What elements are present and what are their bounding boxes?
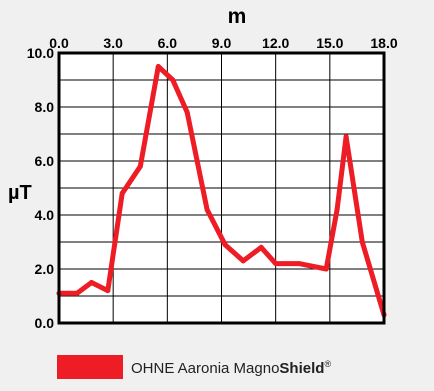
data-point xyxy=(359,239,365,245)
y-tick-label: 2.0 xyxy=(35,261,55,277)
data-point xyxy=(184,109,190,115)
data-point xyxy=(343,134,349,140)
y-tick-label: 4.0 xyxy=(35,207,55,223)
plot-border xyxy=(57,51,386,325)
legend-swatch xyxy=(57,355,123,379)
x-tick-label: 0.0 xyxy=(49,35,69,51)
data-point xyxy=(258,244,264,250)
legend-label: OHNE Aaronia MagnoShield® xyxy=(131,359,331,377)
data-point xyxy=(323,266,329,272)
data-point xyxy=(119,190,125,196)
data-point xyxy=(334,207,340,213)
legend-label-main: OHNE Aaronia Magno xyxy=(131,360,279,377)
series-line xyxy=(56,64,387,318)
data-point xyxy=(240,258,246,264)
legend-label-bold: Shield xyxy=(279,360,324,377)
x-tick-label: 15.0 xyxy=(316,35,343,51)
y-axis-label: µT xyxy=(8,182,32,204)
x-tick-label: 9.0 xyxy=(212,35,232,51)
data-point xyxy=(137,163,143,169)
data-point xyxy=(105,288,111,294)
legend: OHNE Aaronia MagnoShield® xyxy=(57,355,331,379)
data-point xyxy=(296,261,302,267)
data-point xyxy=(273,261,279,267)
x-tick-label: 18.0 xyxy=(370,35,397,51)
x-axis-label: m xyxy=(228,5,247,28)
series-group xyxy=(56,64,387,318)
y-tick-labels: 0.0 2.0 4.0 6.0 8.0 10.0 xyxy=(27,45,54,331)
data-point xyxy=(170,77,176,83)
x-tick-label: 3.0 xyxy=(103,35,123,51)
data-point xyxy=(204,207,210,213)
y-tick-label: 8.0 xyxy=(35,99,55,115)
plot-frame xyxy=(57,51,386,325)
x-tick-labels: 0.0 3.0 6.0 9.0 12.0 15.0 18.0 xyxy=(49,35,398,51)
data-point xyxy=(222,242,228,248)
data-point xyxy=(74,290,80,296)
data-point xyxy=(155,64,161,69)
x-tick-label: 12.0 xyxy=(262,35,289,51)
data-point xyxy=(89,280,94,285)
y-tick-label: 10.0 xyxy=(27,45,54,61)
legend-label-mark: ® xyxy=(324,359,331,369)
y-tick-label: 6.0 xyxy=(35,153,55,169)
y-tick-label: 0.0 xyxy=(35,315,55,331)
x-tick-label: 6.0 xyxy=(158,35,178,51)
